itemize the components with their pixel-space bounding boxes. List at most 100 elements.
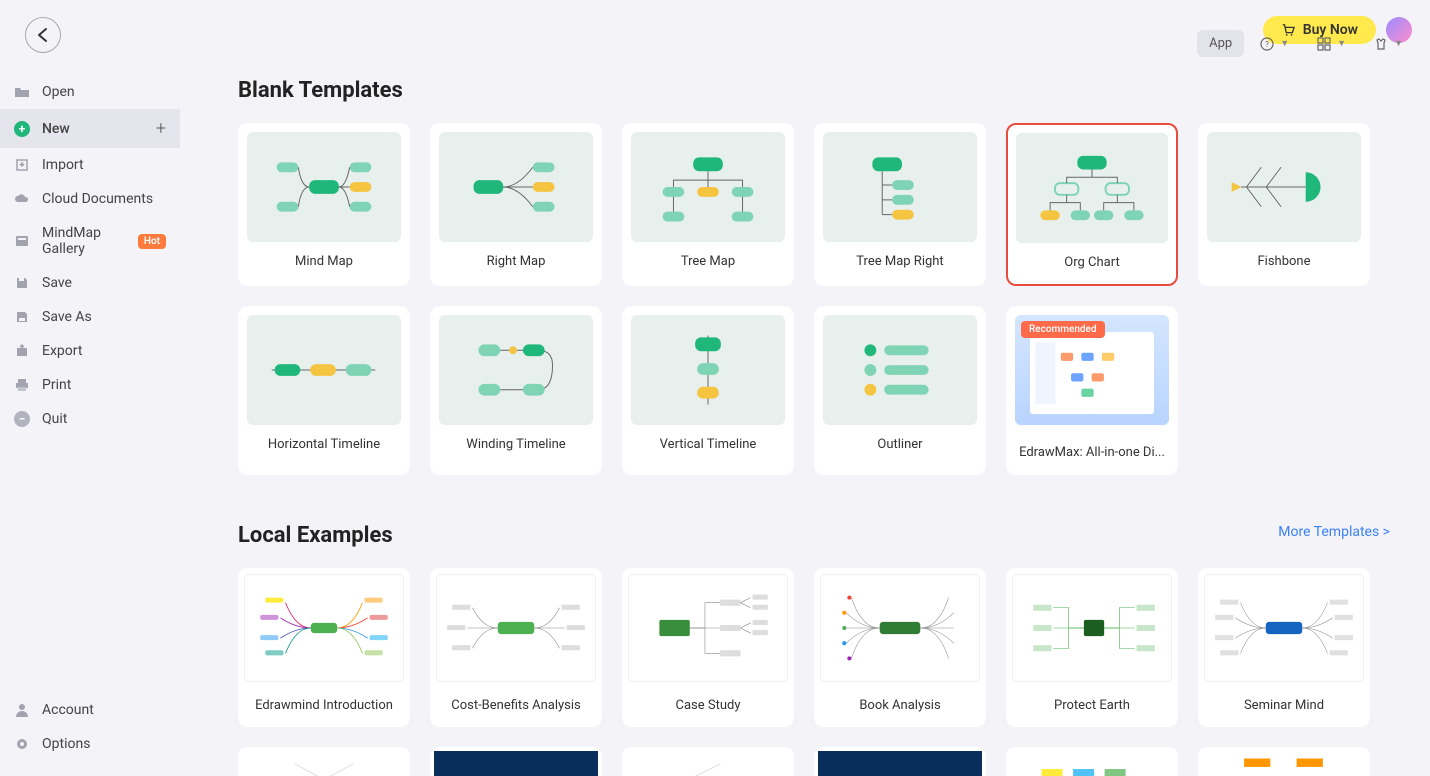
main-content: Blank Templates Mind Map xyxy=(200,60,1430,776)
example-preview xyxy=(1204,574,1364,682)
template-preview xyxy=(439,132,593,242)
sidebar-item-quit[interactable]: − Quit xyxy=(0,402,180,436)
example-card-seminar-mind[interactable]: Seminar Mind xyxy=(1198,568,1370,727)
template-label: Outliner xyxy=(815,425,985,466)
template-label: Fishbone xyxy=(1199,242,1369,283)
sidebar-item-label: Export xyxy=(42,343,82,359)
partial-row xyxy=(238,747,1390,776)
template-card-outliner[interactable]: Outliner xyxy=(814,306,986,475)
chevron-down-icon: ▼ xyxy=(1337,38,1346,49)
template-card-fishbone[interactable]: Fishbone xyxy=(1198,123,1370,286)
example-card-edrawmind-intro[interactable]: Edrawmind Introduction xyxy=(238,568,410,727)
template-card-mind-map[interactable]: Mind Map xyxy=(238,123,410,286)
export-icon xyxy=(14,343,30,359)
toolbar: App ? ▼ ▼ ▼ xyxy=(1197,30,1415,57)
sidebar-item-label: Options xyxy=(42,736,90,752)
template-preview xyxy=(439,315,593,425)
template-label: Horizontal Timeline xyxy=(239,425,409,466)
template-preview xyxy=(1207,132,1361,242)
back-button[interactable] xyxy=(25,17,61,53)
template-card-vertical-timeline[interactable]: Vertical Timeline xyxy=(622,306,794,475)
partial-card[interactable] xyxy=(430,747,602,776)
example-preview xyxy=(820,574,980,682)
blank-templates-grid: Mind Map Right Map xyxy=(238,123,1390,475)
template-card-horizontal-timeline[interactable]: Horizontal Timeline xyxy=(238,306,410,475)
sidebar-item-import[interactable]: Import xyxy=(0,148,180,182)
template-card-org-chart[interactable]: Org Chart xyxy=(1006,123,1178,286)
plus-circle-icon: + xyxy=(14,121,30,137)
sidebar-item-options[interactable]: Options xyxy=(0,727,180,761)
template-preview xyxy=(1016,133,1168,243)
template-preview xyxy=(247,315,401,425)
sidebar-item-label: Cloud Documents xyxy=(42,191,153,207)
sidebar-item-label: Import xyxy=(42,157,84,173)
template-label: Tree Map Right xyxy=(815,242,985,283)
help-dropdown[interactable]: ? ▼ xyxy=(1248,31,1301,57)
sidebar-item-account[interactable]: Account xyxy=(0,693,180,727)
apps-dropdown[interactable]: ▼ xyxy=(1305,31,1358,57)
template-card-tree-map-right[interactable]: Tree Map Right xyxy=(814,123,986,286)
sidebar-item-open[interactable]: Open xyxy=(0,75,180,109)
template-label: Vertical Timeline xyxy=(623,425,793,466)
partial-card[interactable] xyxy=(622,747,794,776)
template-card-right-map[interactable]: Right Map xyxy=(430,123,602,286)
sidebar-item-save-as[interactable]: Save As xyxy=(0,300,180,334)
sidebar-item-save[interactable]: Save xyxy=(0,266,180,300)
sidebar: Open + New + Import Cloud Documents Mind… xyxy=(0,75,180,776)
template-card-tree-map[interactable]: Tree Map xyxy=(622,123,794,286)
partial-card[interactable] xyxy=(1198,747,1370,776)
partial-card[interactable] xyxy=(814,747,986,776)
template-card-edrawmax[interactable]: Recommended Edra xyxy=(1006,306,1178,475)
example-card-cost-benefits[interactable]: Cost-Benefits Analysis xyxy=(430,568,602,727)
example-card-case-study[interactable]: Case Study xyxy=(622,568,794,727)
example-label: Seminar Mind xyxy=(1198,688,1370,727)
partial-card[interactable] xyxy=(238,747,410,776)
share-dropdown[interactable]: ▼ xyxy=(1362,31,1415,57)
sidebar-item-gallery[interactable]: MindMap Gallery Hot xyxy=(0,216,180,266)
template-preview: Recommended xyxy=(1015,315,1169,425)
local-examples-grid: Edrawmind Introduction Cost-Benefits Ana… xyxy=(238,568,1390,727)
sidebar-item-export[interactable]: Export xyxy=(0,334,180,368)
plus-icon[interactable]: + xyxy=(156,118,166,139)
example-preview xyxy=(436,574,596,682)
more-templates-link[interactable]: More Templates > xyxy=(1278,524,1390,540)
minus-circle-icon: − xyxy=(14,411,30,427)
print-icon xyxy=(14,377,30,393)
template-card-winding-timeline[interactable]: Winding Timeline xyxy=(430,306,602,475)
help-icon: ? xyxy=(1260,37,1274,51)
template-preview xyxy=(823,132,977,242)
shirt-icon xyxy=(1374,37,1388,51)
template-preview xyxy=(631,315,785,425)
apps-grid-icon xyxy=(1317,37,1331,51)
example-label: Edrawmind Introduction xyxy=(238,688,410,727)
sidebar-item-label: New xyxy=(42,121,70,137)
example-card-protect-earth[interactable]: Protect Earth xyxy=(1006,568,1178,727)
template-preview xyxy=(247,132,401,242)
folder-icon xyxy=(14,84,30,100)
chevron-down-icon: ▼ xyxy=(1280,38,1289,49)
sidebar-item-label: Account xyxy=(42,702,94,718)
sidebar-item-print[interactable]: Print xyxy=(0,368,180,402)
example-label: Case Study xyxy=(622,688,794,727)
section-title-local: Local Examples xyxy=(238,523,393,548)
example-preview xyxy=(1012,574,1172,682)
sidebar-item-label: MindMap Gallery xyxy=(42,225,126,257)
gear-icon xyxy=(14,736,30,752)
sidebar-item-new[interactable]: + New + xyxy=(0,109,180,148)
template-label: Mind Map xyxy=(239,242,409,283)
template-preview xyxy=(823,315,977,425)
template-label: Tree Map xyxy=(623,242,793,283)
template-label: EdrawMax: All-in-one Di... xyxy=(1007,433,1177,474)
import-icon xyxy=(14,157,30,173)
example-label: Protect Earth xyxy=(1006,688,1178,727)
template-label: Org Chart xyxy=(1008,243,1176,284)
app-button[interactable]: App xyxy=(1197,30,1244,57)
recommended-badge: Recommended xyxy=(1021,321,1105,338)
example-preview xyxy=(244,574,404,682)
gallery-icon xyxy=(14,233,30,249)
partial-card[interactable] xyxy=(1006,747,1178,776)
sidebar-item-label: Open xyxy=(42,84,75,100)
template-label: Winding Timeline xyxy=(431,425,601,466)
example-card-book-analysis[interactable]: Book Analysis xyxy=(814,568,986,727)
sidebar-item-cloud[interactable]: Cloud Documents xyxy=(0,182,180,216)
